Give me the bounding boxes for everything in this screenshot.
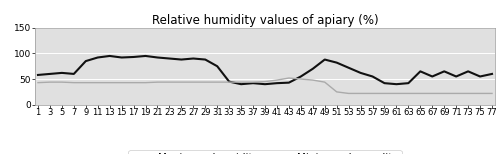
Minimum humudity [298, 78, 304, 80]
Maximum humidity [465, 70, 471, 72]
Minimum humudity [406, 93, 411, 94]
Minimum humudity [322, 81, 328, 83]
Maximum humidity [262, 83, 268, 85]
Maximum humidity [346, 67, 352, 69]
Minimum humudity [418, 93, 424, 94]
Maximum humidity [71, 73, 77, 75]
Minimum humudity [83, 82, 89, 84]
Maximum humidity [310, 68, 316, 70]
Maximum humidity [430, 76, 436, 77]
Maximum humidity [286, 82, 292, 84]
Maximum humidity [322, 59, 328, 61]
Minimum humudity [286, 77, 292, 79]
Minimum humudity [262, 81, 268, 83]
Minimum humudity [441, 93, 447, 94]
Maximum humidity [83, 60, 89, 62]
Maximum humidity [178, 59, 184, 61]
Title: Relative humidity values of apiary (%): Relative humidity values of apiary (%) [152, 14, 378, 26]
Maximum humidity [441, 70, 447, 72]
Minimum humudity [190, 81, 196, 83]
Minimum humudity [226, 81, 232, 83]
Minimum humudity [47, 81, 53, 83]
Minimum humudity [202, 81, 208, 83]
Minimum humudity [166, 81, 172, 83]
Minimum humudity [178, 81, 184, 83]
Minimum humudity [250, 81, 256, 83]
Maximum humidity [190, 58, 196, 59]
Maximum humidity [130, 56, 136, 58]
Line: Maximum humidity: Maximum humidity [38, 56, 492, 84]
Maximum humidity [334, 62, 340, 64]
Maximum humidity [59, 72, 65, 74]
Minimum humudity [35, 82, 41, 84]
Minimum humudity [142, 82, 148, 84]
Maximum humidity [477, 76, 483, 77]
Maximum humidity [226, 81, 232, 83]
Minimum humudity [71, 82, 77, 84]
Minimum humudity [334, 91, 340, 93]
Legend: Maximum humidity, Minimum humudity: Maximum humidity, Minimum humudity [128, 150, 402, 154]
Minimum humudity [477, 93, 483, 94]
Maximum humidity [166, 58, 172, 59]
Maximum humidity [214, 65, 220, 67]
Maximum humidity [489, 73, 495, 75]
Maximum humidity [118, 57, 124, 58]
Minimum humudity [358, 93, 364, 94]
Minimum humudity [214, 81, 220, 83]
Minimum humudity [382, 93, 388, 94]
Maximum humidity [154, 57, 160, 58]
Maximum humidity [238, 83, 244, 85]
Maximum humidity [406, 82, 411, 84]
Minimum humudity [274, 79, 280, 81]
Maximum humidity [418, 70, 424, 72]
Minimum humudity [94, 82, 100, 84]
Maximum humidity [142, 55, 148, 57]
Maximum humidity [382, 82, 388, 84]
Minimum humudity [310, 79, 316, 81]
Maximum humidity [274, 82, 280, 84]
Maximum humidity [35, 74, 41, 76]
Maximum humidity [202, 59, 208, 61]
Minimum humudity [59, 81, 65, 83]
Maximum humidity [298, 76, 304, 77]
Maximum humidity [394, 83, 400, 85]
Minimum humudity [130, 82, 136, 84]
Minimum humudity [394, 93, 400, 94]
Maximum humidity [106, 55, 112, 57]
Minimum humudity [238, 81, 244, 83]
Minimum humudity [489, 93, 495, 94]
Maximum humidity [250, 82, 256, 84]
Maximum humidity [47, 73, 53, 75]
Minimum humudity [430, 93, 436, 94]
Minimum humudity [154, 81, 160, 83]
Line: Minimum humudity: Minimum humudity [38, 78, 492, 93]
Minimum humudity [453, 93, 459, 94]
Maximum humidity [358, 72, 364, 74]
Minimum humudity [106, 82, 112, 84]
Minimum humudity [465, 93, 471, 94]
Maximum humidity [94, 57, 100, 58]
Maximum humidity [370, 76, 376, 77]
Minimum humudity [346, 93, 352, 94]
Minimum humudity [118, 82, 124, 84]
Maximum humidity [453, 76, 459, 77]
Minimum humudity [370, 93, 376, 94]
